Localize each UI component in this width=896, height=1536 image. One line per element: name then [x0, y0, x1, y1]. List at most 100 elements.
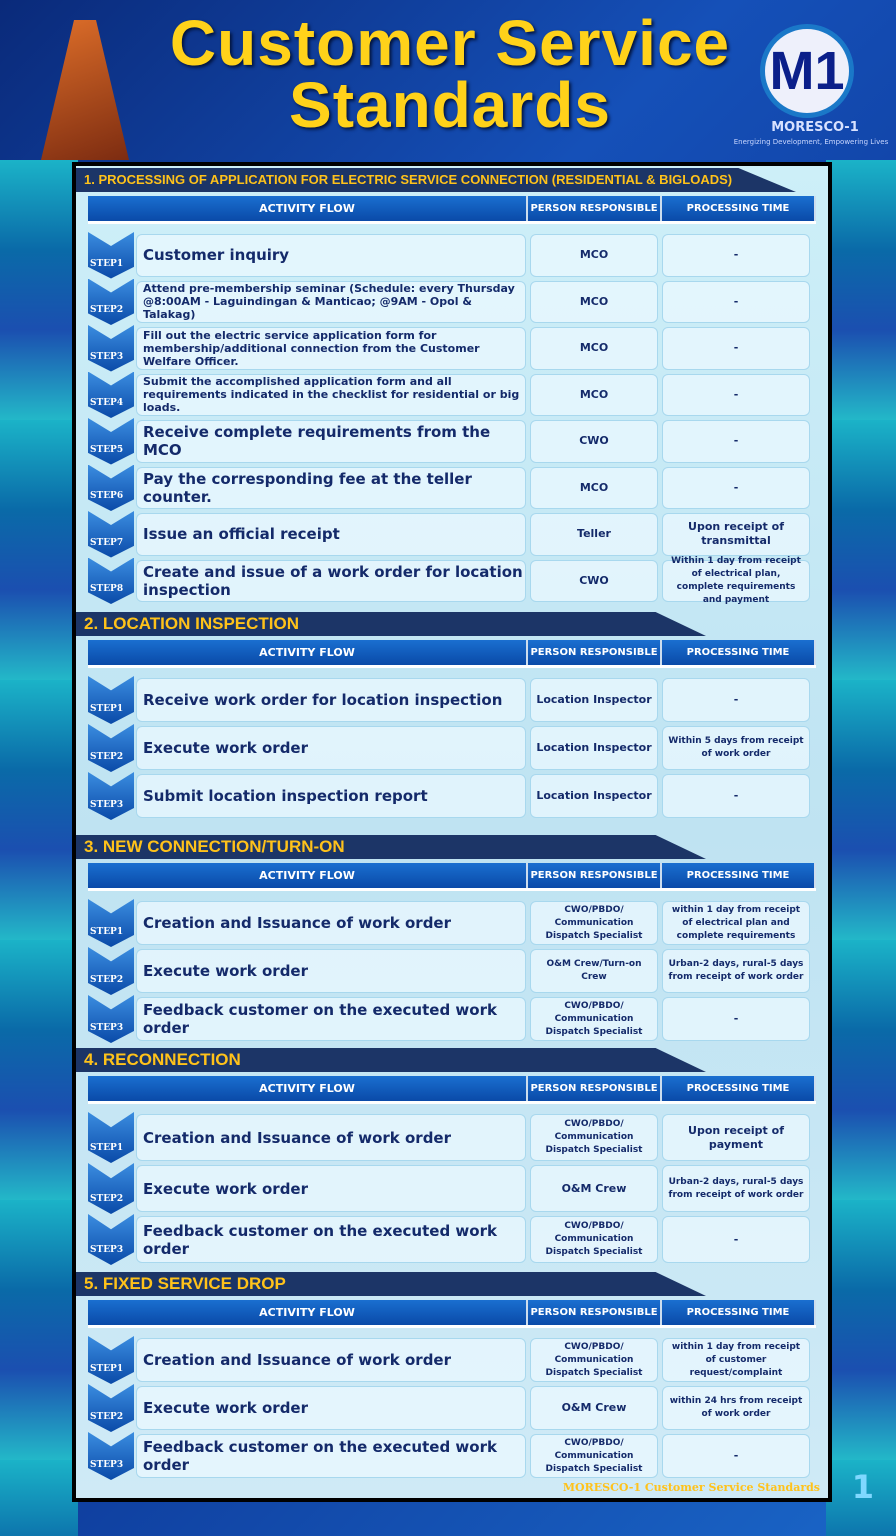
column-activity-flow: ACTIVITY FLOW [88, 863, 528, 888]
step-label: STEP3 [90, 1245, 124, 1255]
table-row: STEP3 Feedback customer on the executed w… [88, 995, 816, 1043]
time-cell: - [662, 280, 810, 323]
person-cell: Location Inspector [530, 726, 658, 770]
column-activity-flow: ACTIVITY FLOW [88, 196, 528, 221]
table-row: STEP6 Pay the corresponding fee at the te… [88, 464, 816, 511]
person-cell: CWO [530, 559, 658, 602]
person-cell: MCO [530, 466, 658, 509]
step-arrow-icon: STEP2 [88, 1163, 134, 1214]
person-cell: CWO/PBDO/ Communication Dispatch Special… [530, 1434, 658, 1478]
step-arrow-icon: STEP2 [88, 947, 134, 995]
person-cell: CWO/PBDO/ Communication Dispatch Special… [530, 1114, 658, 1161]
step-label: STEP1 [90, 1143, 124, 1153]
step-label: STEP2 [90, 1194, 124, 1204]
footer-text: MORESCO-1 Customer Service Standards [562, 1481, 820, 1494]
activity-cell: Execute work order [136, 1165, 526, 1212]
step-label: STEP8 [90, 584, 124, 594]
person-cell: MCO [530, 327, 658, 370]
activity-cell: Feedback customer on the executed work o… [136, 1434, 526, 1478]
table-row: STEP3 Feedback customer on the executed w… [88, 1432, 816, 1480]
person-cell: Teller [530, 513, 658, 556]
step-arrow-icon: STEP2 [88, 724, 134, 772]
table-row: STEP2 Execute work order O&M Crew/Turn-on … [88, 947, 816, 995]
activity-cell: Attend pre-membership seminar (Schedule:… [136, 280, 526, 323]
time-cell: Within 5 days from receipt of work order [662, 726, 810, 770]
step-arrow-icon: STEP3 [88, 325, 134, 372]
activity-cell: Receive work order for location inspecti… [136, 678, 526, 722]
activity-cell: Fill out the electric service applicatio… [136, 327, 526, 370]
column-activity-flow: ACTIVITY FLOW [88, 1076, 528, 1101]
table-header: ACTIVITY FLOW PERSON RESPONSIBLE PROCESSIN… [88, 640, 816, 668]
activity-cell: Create and issue of a work order for loc… [136, 559, 526, 602]
step-arrow-icon: STEP7 [88, 511, 134, 558]
table-row: STEP2 Execute work order O&M Crew within 24… [88, 1384, 816, 1432]
person-cell: O&M Crew/Turn-on Crew [530, 949, 658, 993]
step-arrow-icon: STEP2 [88, 1384, 134, 1432]
step-arrow-icon: STEP8 [88, 557, 134, 604]
step-label: STEP1 [90, 927, 124, 937]
step-label: STEP2 [90, 1412, 124, 1422]
column-person-responsible: PERSON RESPONSIBLE [528, 196, 662, 221]
person-cell: Location Inspector [530, 678, 658, 722]
step-arrow-icon: STEP1 [88, 899, 134, 947]
table-row: STEP2 Execute work order Location Inspecto… [88, 724, 816, 772]
section-title: 1. PROCESSING OF APPLICATION FOR ELECTRI… [76, 168, 796, 192]
time-cell: - [662, 774, 810, 818]
person-cell: MCO [530, 373, 658, 416]
table-header: ACTIVITY FLOW PERSON RESPONSIBLE PROCESSIN… [88, 196, 816, 224]
side-photo-strip-left [0, 160, 78, 1536]
time-cell: - [662, 234, 810, 277]
step-label: STEP3 [90, 1460, 124, 1470]
column-activity-flow: ACTIVITY FLOW [88, 640, 528, 665]
section-title: 5. FIXED SERVICE DROP [76, 1272, 706, 1296]
person-cell: CWO/PBDO/ Communication Dispatch Special… [530, 901, 658, 945]
table-row: STEP4 Submit the accomplished application… [88, 371, 816, 418]
moresco-logo: M1 [760, 24, 854, 118]
table-header: ACTIVITY FLOW PERSON RESPONSIBLE PROCESSIN… [88, 863, 816, 891]
section-title: 4. RECONNECTION [76, 1048, 706, 1072]
table-row: STEP3 Submit location inspection report Lo… [88, 772, 816, 820]
time-cell: Within 1 day from receipt of electrical … [662, 556, 810, 605]
step-arrow-icon: STEP1 [88, 1112, 134, 1163]
section-title: 2. LOCATION INSPECTION [76, 612, 706, 636]
table-row: STEP3 Fill out the electric service appli… [88, 325, 816, 372]
brand-tagline: Energizing Development, Empowering Lives [733, 138, 889, 146]
column-processing-time: PROCESSING TIME [662, 863, 816, 888]
step-arrow-icon: STEP5 [88, 418, 134, 465]
table-row: STEP1 Customer inquiry MCO - [88, 232, 816, 279]
table-row: STEP2 Execute work order O&M Crew Urban-2 d… [88, 1163, 816, 1214]
activity-cell: Execute work order [136, 949, 526, 993]
lineman-illustration [41, 20, 129, 160]
brand-name: MORESCO-1 [771, 120, 859, 135]
step-label: STEP1 [90, 258, 124, 269]
activity-cell: Feedback customer on the executed work o… [136, 1216, 526, 1263]
table-row: STEP1 Creation and Issuance of work order… [88, 899, 816, 947]
step-arrow-icon: STEP2 [88, 278, 134, 325]
activity-cell: Issue an official receipt [136, 513, 526, 556]
table-header: ACTIVITY FLOW PERSON RESPONSIBLE PROCESSIN… [88, 1076, 816, 1104]
step-label: STEP5 [90, 444, 124, 455]
side-photo-strip-right [826, 160, 896, 1536]
table-row: STEP1 Receive work order for location ins… [88, 676, 816, 724]
time-cell: Urban-2 days, rural-5 days from receipt … [662, 1165, 810, 1212]
time-cell: within 1 day from receipt of customer re… [662, 1338, 810, 1382]
step-label: STEP2 [90, 752, 124, 762]
column-processing-time: PROCESSING TIME [662, 196, 816, 221]
time-cell: - [662, 997, 810, 1041]
column-person-responsible: PERSON RESPONSIBLE [528, 863, 662, 888]
person-cell: MCO [530, 280, 658, 323]
step-arrow-icon: STEP6 [88, 464, 134, 511]
time-cell: within 24 hrs from receipt of work order [662, 1386, 810, 1430]
activity-cell: Feedback customer on the executed work o… [136, 997, 526, 1041]
activity-cell: Execute work order [136, 1386, 526, 1430]
person-cell: O&M Crew [530, 1386, 658, 1430]
activity-cell: Submit the accomplished application form… [136, 373, 526, 416]
time-cell: Upon receipt of payment [662, 1114, 810, 1161]
step-label: STEP3 [90, 351, 124, 362]
person-cell: O&M Crew [530, 1165, 658, 1212]
step-arrow-icon: STEP1 [88, 676, 134, 724]
person-cell: MCO [530, 234, 658, 277]
step-arrow-icon: STEP3 [88, 1214, 134, 1265]
column-processing-time: PROCESSING TIME [662, 640, 816, 665]
step-arrow-icon: STEP3 [88, 995, 134, 1043]
